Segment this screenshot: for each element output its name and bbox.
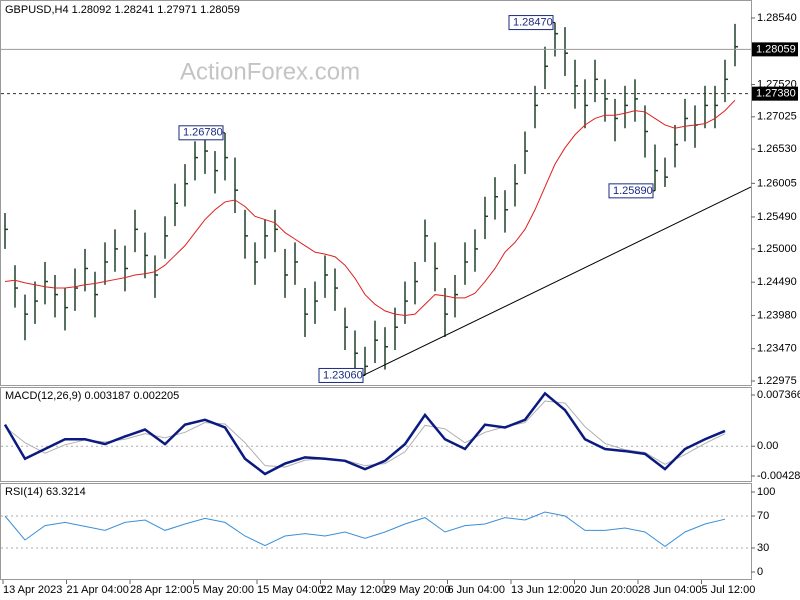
macd-line <box>3 391 726 476</box>
y-tick-label: 0 <box>757 566 763 578</box>
annotation-box <box>178 125 224 141</box>
y-tick-label: 1.25000 <box>757 243 797 255</box>
y-tick-label: 70 <box>757 510 769 522</box>
macd-title: MACD(12,26,9) 0.003187 0.002205 <box>5 390 179 402</box>
trendline <box>354 186 752 380</box>
y-tick-label: 1.22975 <box>757 375 797 387</box>
y-tick-label: 0.007366 <box>757 389 800 401</box>
price-label: 1.28059 <box>756 43 796 55</box>
rsi-panel <box>0 483 752 580</box>
rsi-title: RSI(14) 63.3214 <box>5 486 86 498</box>
y-tick-label: 1.27025 <box>757 111 797 123</box>
y-tick-label: 1.28540 <box>757 12 797 24</box>
watermark: ActionForex.com <box>180 58 360 85</box>
y-tick-label: 1.26005 <box>757 177 797 189</box>
y-tick-label: 1.24490 <box>757 276 797 288</box>
annotation: 1.28470 <box>513 16 553 28</box>
y-tick-label: 1.25490 <box>757 211 797 223</box>
annotation: 1.25890 <box>613 185 653 197</box>
y-tick-label: -0.004286 <box>757 470 800 482</box>
annotation-box <box>508 15 554 31</box>
x-tick-label: 22 May 12:00 <box>321 584 388 596</box>
x-tick-label: 20 Jun 20:00 <box>575 584 639 596</box>
price-label-box <box>752 86 798 101</box>
annotation-box <box>608 183 654 199</box>
x-tick-label: 21 Apr 04:00 <box>67 584 129 596</box>
x-tick-label: 28 Jun 04:00 <box>638 584 702 596</box>
y-tick-label: 1.23470 <box>757 343 797 355</box>
header: GBPUSD,H4 1.28092 1.28241 1.27971 1.2805… <box>5 4 240 16</box>
moving-average <box>4 99 736 316</box>
y-tick-label: 1.26530 <box>757 143 797 155</box>
annotation: 1.23060 <box>323 369 363 381</box>
signal-line <box>4 400 726 468</box>
price-label-box <box>752 42 798 57</box>
price-label: 1.27380 <box>756 88 796 100</box>
x-tick-label: 5 May 20:00 <box>194 584 255 596</box>
y-tick-label: 0.00 <box>757 440 778 452</box>
x-tick-label: 29 May 20:00 <box>384 584 451 596</box>
rsi-line <box>4 511 726 548</box>
annotation-box <box>318 367 364 383</box>
x-tick-label: 15 May 04:00 <box>257 584 324 596</box>
x-tick-label: 13 Jun 12:00 <box>511 584 575 596</box>
y-tick-label: 100 <box>757 486 775 498</box>
x-tick-label: 13 Apr 2023 <box>3 584 62 596</box>
x-tick-label: 5 Jul 12:00 <box>702 584 756 596</box>
y-tick-label: 30 <box>757 542 769 554</box>
annotation: 1.26780 <box>183 127 223 139</box>
x-tick-label: 6 Jun 04:00 <box>448 584 506 596</box>
x-tick-label: 28 Apr 12:00 <box>130 584 192 596</box>
y-tick-label: 1.23980 <box>757 309 797 321</box>
